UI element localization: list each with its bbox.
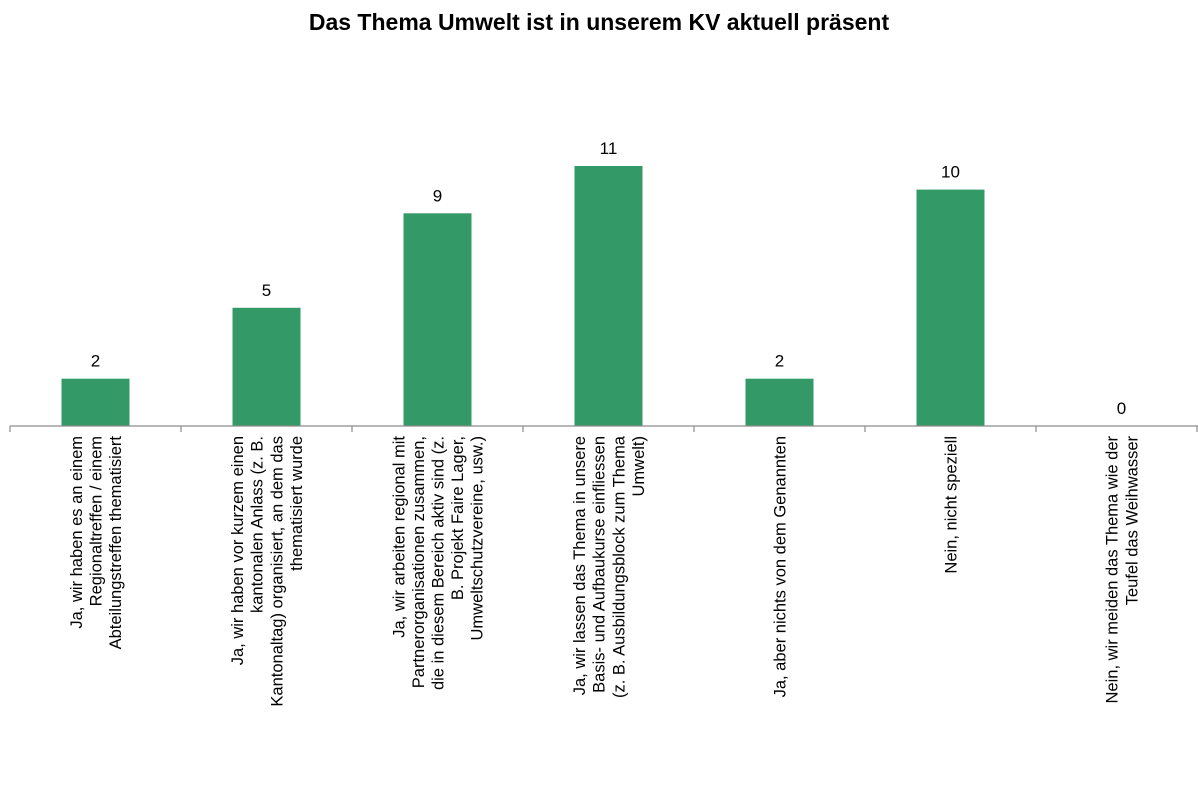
data-label-4: 11: [600, 139, 618, 158]
category-label-line: thematisiert wurde: [288, 436, 306, 571]
category-label-line: Kantonaltag) organisiert, an dem das: [268, 436, 286, 707]
category-label-line: Ja, wir haben vor kurzem einen: [229, 436, 247, 665]
category-label-line: Umweltschutzvereine, usw.): [469, 436, 487, 641]
category-label-line: Abteilungstreffen thematisiert: [107, 436, 125, 650]
category-label-line: Ja, wir lassen das Thema in unsere: [571, 436, 589, 695]
category-label-1: Ja, wir haben es an einemRegionaltreffen…: [68, 436, 125, 650]
data-label-7: 0: [1117, 399, 1126, 418]
category-label-5: Ja, aber nichts von dem Genannten: [772, 436, 790, 697]
category-label-4: Ja, wir lassen das Thema in unsereBasis-…: [571, 435, 648, 698]
value-labels-group: 2 5 9 11 2 10 0: [91, 139, 1126, 418]
data-label-3: 9: [433, 186, 442, 205]
category-label-line: Regionaltreffen / einem: [88, 436, 106, 606]
data-label-2: 5: [262, 281, 271, 300]
category-label-line: kantonalen Anlass (z. B.: [249, 436, 267, 613]
bar-1: [61, 378, 130, 426]
category-label-line: Teufel das Weihwasser: [1123, 435, 1141, 605]
category-labels-group: Ja, wir haben es an einemRegionaltreffen…: [68, 435, 1141, 706]
category-label-7: Nein, wir meiden das Thema wie derTeufel…: [1104, 435, 1142, 703]
category-label-line: Umwelt): [630, 436, 648, 497]
bar-6: [916, 189, 985, 426]
category-label-3: Ja, wir arbeiten regional mitPartnerorga…: [391, 436, 487, 690]
data-label-5: 2: [775, 352, 784, 371]
bar-3: [403, 213, 472, 426]
category-label-line: Nein, wir meiden das Thema wie der: [1104, 435, 1122, 703]
category-label-line: Ja, aber nichts von dem Genannten: [772, 436, 790, 697]
category-label-line: Basis- und Aufbaukurse einfliessen: [591, 436, 609, 693]
bar-2: [232, 307, 301, 426]
category-label-line: Partnerorganisationen zusammen,: [410, 436, 428, 688]
data-label-6: 10: [941, 163, 960, 182]
x-axis-ticks: [9, 426, 1198, 432]
category-label-line: Nein, nicht speziell: [943, 436, 961, 574]
category-label-line: B. Projekt Faire Lager,: [449, 436, 467, 600]
category-label-line: Ja, wir haben es an einem: [68, 436, 86, 629]
bar-5: [745, 378, 814, 426]
chart-title: Das Thema Umwelt ist in unserem KV aktue…: [309, 9, 890, 35]
category-label-6: Nein, nicht speziell: [943, 436, 961, 574]
category-label-line: (z. B. Ausbildungsblock zum Thema: [610, 435, 628, 698]
bars-group: [61, 166, 985, 426]
data-label-1: 2: [91, 352, 100, 371]
category-label-2: Ja, wir haben vor kurzem einenkantonalen…: [229, 436, 306, 707]
category-label-line: die in diesem Bereich aktiv sind (z.: [430, 436, 448, 690]
category-label-line: Ja, wir arbeiten regional mit: [391, 436, 409, 638]
bar-4: [574, 166, 643, 426]
